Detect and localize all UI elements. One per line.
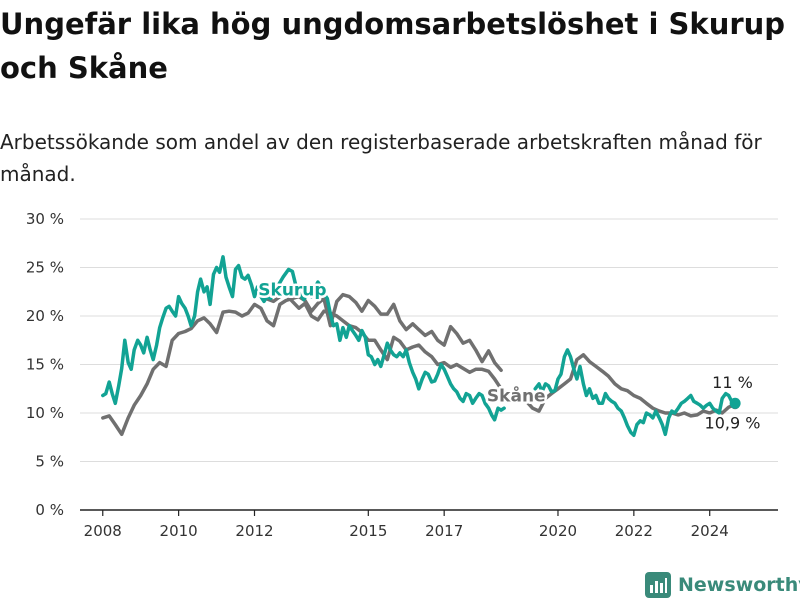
y-tick-label: 25 % (26, 259, 64, 277)
x-tick-label: 2017 (425, 522, 463, 540)
end-point-skurup (729, 397, 741, 409)
brand-name: Newsworthy (678, 574, 800, 596)
gridlines (80, 218, 778, 462)
end-label-skurup-halo: 11 % (712, 373, 753, 392)
x-tick-label: 2008 (84, 522, 122, 540)
y-tick-label: 0 % (35, 501, 64, 519)
series-line-skurup (275, 267, 506, 422)
y-tick-label: 5 % (35, 453, 64, 471)
series-label-skane: Skåne (487, 384, 546, 406)
series-label-skane-halo: Skåne (487, 384, 546, 406)
page-title: Ungefär lika hög ungdomsarbetslöshet i S… (0, 7, 786, 85)
end-label-skurup: 11 % (712, 373, 753, 392)
x-tick-label: 2022 (615, 522, 653, 540)
bar-chart-icon (645, 572, 671, 598)
chart-subtitle: Arbetssökande som andel av den registerb… (0, 130, 762, 186)
end-label-skane-halo: 10,9 % (705, 414, 761, 433)
series-label-skurup: Skurup (258, 281, 326, 301)
series-label-skurup-halo: Skurup (258, 281, 326, 301)
brand-logo: Newsworthy (645, 569, 800, 601)
x-tick-label: 2020 (539, 522, 577, 540)
x-tick-label: 2010 (160, 522, 198, 540)
end-label-skane: 10,9 % (705, 414, 761, 433)
x-tick-label: 2024 (691, 522, 729, 540)
x-axis: 2008 2010 2012 2015 2017 2020 2022 2024 (80, 509, 778, 540)
y-tick-label: 30 % (26, 210, 64, 228)
series-lines (101, 255, 741, 438)
series-line-skurup (533, 348, 737, 438)
x-tick-label: 2015 (349, 522, 387, 540)
line-chart: 0 %5 %10 %15 %20 %25 %30 % 2008 2010 2012 2… (26, 210, 778, 540)
y-tick-label: 15 % (26, 356, 64, 374)
series-line-skurup (101, 255, 276, 406)
y-tick-label: 10 % (26, 404, 64, 422)
x-tick-label: 2012 (235, 522, 273, 540)
y-tick-label: 20 % (26, 307, 64, 325)
y-axis-ticks: 0 % 5 % 10 % 15 % 20 % 25 % 30 % (26, 210, 64, 519)
